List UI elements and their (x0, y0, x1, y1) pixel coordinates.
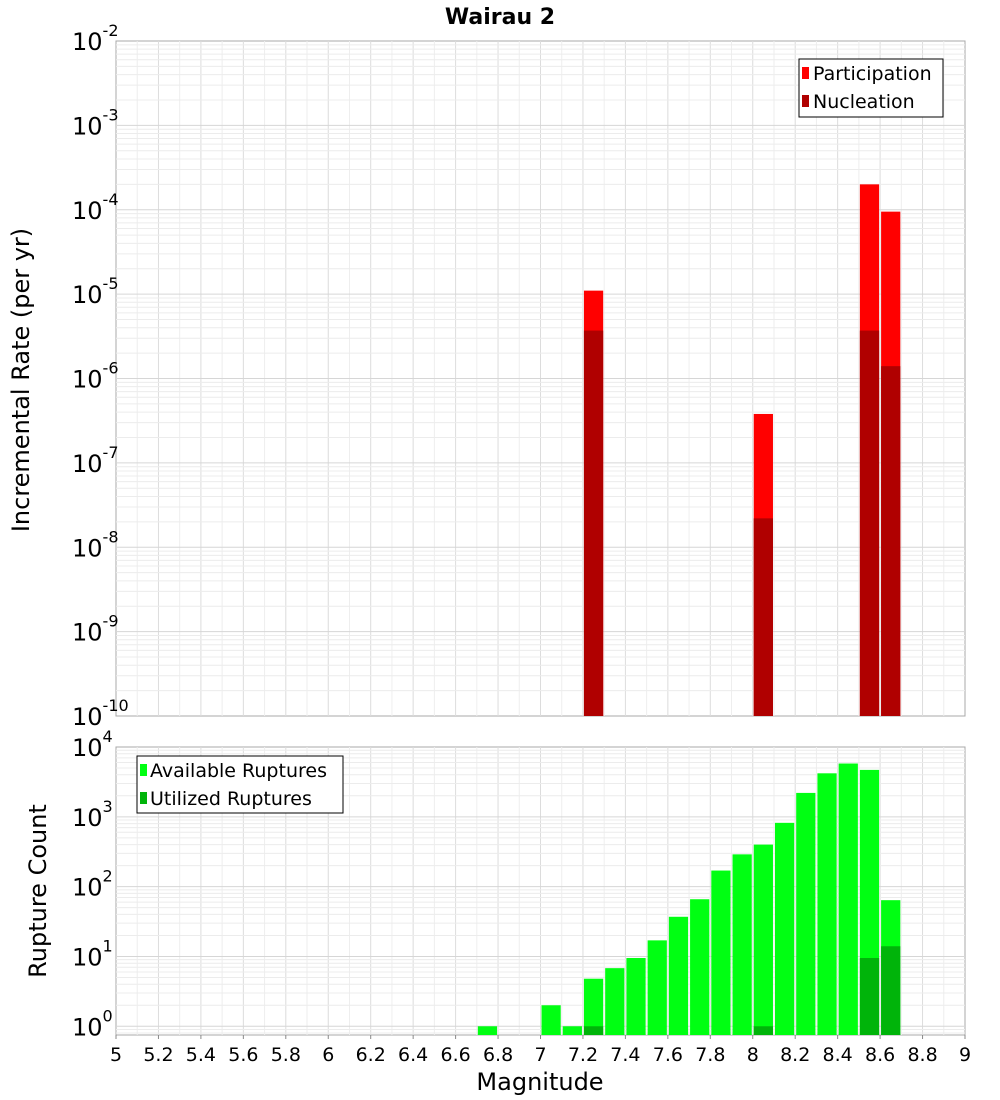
bottom-bar-available-ruptures (796, 792, 816, 1035)
top-y-tick-label: 10-9 (72, 612, 119, 647)
participation-legend-label: Participation (813, 63, 932, 85)
top-y-tick-label: 10-6 (72, 359, 119, 394)
x-tick-labels: 5 5.2 5.4 5.6 5.8 6 6.2 6.4 6.6 6.8 7 7.2 7.4 7.6 7.8 8… (110, 1035, 971, 1066)
bottom-bar-available-ruptures (605, 968, 625, 1035)
top-y-tick-label: 10-8 (72, 527, 119, 562)
available-ruptures-legend-label: Available Ruptures (150, 760, 327, 782)
x-tick-label: 5 (110, 1044, 122, 1066)
bottom-y-tick-label: 100 (72, 1006, 113, 1041)
x-tick-label: 7 (534, 1044, 546, 1066)
bottom-legend: Available Ruptures Utilized Ruptures (136, 755, 344, 814)
bottom-bar-available-ruptures (647, 940, 667, 1035)
top-y-tick-label: 10-2 (72, 21, 119, 56)
top-bars (583, 184, 901, 717)
bottom-bar-available-ruptures (838, 763, 858, 1035)
bottom-bars (477, 763, 901, 1035)
bottom-bar-available-ruptures (583, 978, 604, 1035)
bottom-bar-available-ruptures (711, 870, 731, 1035)
nucleation-legend-label: Nucleation (813, 91, 915, 113)
top-y-tick-labels: 10-2 10-3 10-4 10-5 10-6 10-7 10-8 10-9 10-10 (72, 21, 129, 731)
top-legend: Participation Nucleation (798, 58, 944, 118)
top-y-tick-label: 10-4 (72, 190, 119, 225)
x-tick-label: 5.8 (271, 1044, 301, 1066)
top-y-tick-label: 10-5 (72, 274, 119, 309)
x-tick-label: 6.4 (398, 1044, 428, 1066)
x-tick-label: 5.2 (143, 1044, 173, 1066)
chart-title: Wairau 2 (445, 5, 555, 30)
top-y-tick-label: 10-10 (72, 696, 129, 731)
x-tick-label: 7.4 (610, 1044, 640, 1066)
x-tick-label: 6.2 (356, 1044, 386, 1066)
bottom-legend-box (136, 755, 344, 814)
x-tick-label: 7.2 (568, 1044, 598, 1066)
bottom-plot: 104 103 102 101 100 5 5.2 5.4 5.6 5.8 6 6.2 6.4 6.6 6… (24, 727, 971, 1096)
top-y-tick-label: 10-3 (72, 105, 119, 140)
x-tick-label: 6.8 (483, 1044, 513, 1066)
x-tick-label: 8.8 (907, 1044, 937, 1066)
participation-swatch (802, 67, 809, 79)
top-gridlines (116, 41, 965, 716)
top-bar-nucleation (583, 330, 604, 716)
bottom-gridlines (116, 747, 965, 1035)
bottom-bar-utilized-ruptures (753, 1026, 773, 1035)
bottom-bar-available-ruptures (753, 844, 773, 1035)
top-plot: 10-2 10-3 10-4 10-5 10-6 10-7 10-8 10-9 10-10 In… (7, 21, 966, 731)
available-ruptures-swatch (140, 764, 147, 776)
bottom-y-tick-label: 101 (72, 936, 113, 971)
x-axis-label: Magnitude (476, 1068, 603, 1096)
bottom-bar-available-ruptures (774, 822, 795, 1035)
bottom-bar-available-ruptures (690, 899, 710, 1035)
utilized-ruptures-legend-label: Utilized Ruptures (150, 788, 312, 810)
top-legend-box (798, 58, 944, 118)
bottom-y-tick-label: 103 (72, 797, 113, 832)
x-tick-label: 6 (322, 1044, 334, 1066)
bottom-bar-available-ruptures (541, 1005, 561, 1035)
x-tick-label: 8.2 (780, 1044, 810, 1066)
bottom-bar-utilized-ruptures (881, 946, 901, 1035)
x-tick-label: 8.6 (865, 1044, 895, 1066)
x-tick-label: 9 (959, 1044, 971, 1066)
utilized-ruptures-swatch (140, 792, 147, 804)
bottom-bar-available-ruptures (817, 773, 837, 1035)
top-y-axis-label: Incremental Rate (per yr) (7, 228, 35, 532)
bottom-y-tick-label: 102 (72, 867, 113, 902)
bottom-bar-utilized-ruptures (583, 1026, 604, 1035)
top-bar-nucleation (881, 366, 901, 716)
x-tick-label: 7.6 (653, 1044, 683, 1066)
nucleation-swatch (802, 95, 809, 107)
x-tick-label: 5.6 (228, 1044, 258, 1066)
bottom-y-tick-label: 104 (72, 727, 113, 762)
bottom-bar-available-ruptures (626, 958, 646, 1035)
x-tick-label: 8.4 (823, 1044, 853, 1066)
bottom-bar-available-ruptures (732, 854, 752, 1035)
x-tick-label: 8 (747, 1044, 759, 1066)
bottom-bar-available-ruptures (562, 1026, 582, 1035)
bottom-y-tick-labels: 104 103 102 101 100 (72, 727, 113, 1041)
x-tick-label: 7.8 (695, 1044, 725, 1066)
bottom-bar-available-ruptures (477, 1026, 498, 1035)
bottom-y-axis-label: Rupture Count (24, 804, 52, 978)
top-bar-nucleation (753, 518, 773, 716)
x-tick-label: 5.4 (186, 1044, 216, 1066)
top-bar-nucleation (859, 330, 880, 716)
bottom-bar-available-ruptures (668, 916, 689, 1035)
x-tick-label: 6.6 (440, 1044, 470, 1066)
bottom-bar-utilized-ruptures (859, 958, 880, 1035)
top-y-tick-label: 10-7 (72, 443, 119, 478)
